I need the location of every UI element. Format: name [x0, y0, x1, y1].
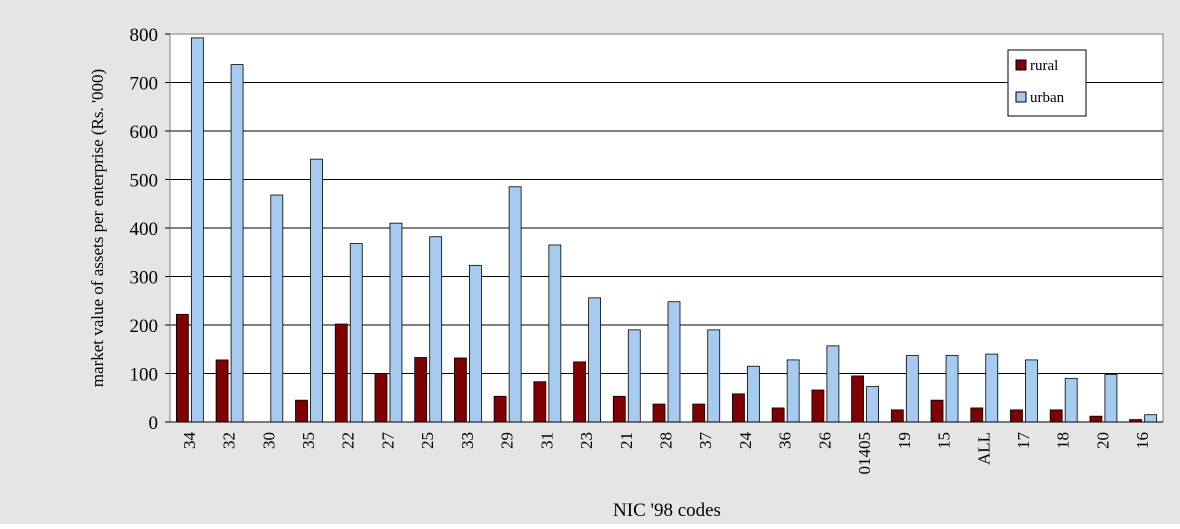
- bar-rural: [970, 407, 984, 423]
- y-axis-label: market value of assets per enterprise (R…: [88, 69, 107, 387]
- bar-rural: [215, 359, 229, 423]
- x-tick-label: 16: [1133, 432, 1152, 449]
- bar-rural: [930, 399, 944, 423]
- y-tick-label: 700: [130, 74, 159, 95]
- x-tick-label: 01405: [855, 432, 874, 475]
- bar-rural: [851, 375, 864, 423]
- y-tick-label: 600: [130, 122, 159, 143]
- bar-urban: [190, 37, 204, 423]
- y-tick-label: 800: [130, 25, 159, 46]
- legend-label-rural: rural: [1030, 58, 1058, 74]
- x-tick-label: 25: [418, 432, 437, 449]
- y-tick-label: 0: [149, 413, 159, 434]
- bar-rural: [692, 403, 706, 423]
- bar-urban: [468, 264, 482, 423]
- y-tick-label: 200: [130, 316, 159, 337]
- bar-rural: [1049, 409, 1063, 423]
- y-tick-label: 400: [130, 219, 159, 240]
- x-tick-label: 37: [696, 432, 715, 450]
- x-tick-label: 24: [736, 432, 755, 450]
- legend: rural urban: [1007, 49, 1087, 117]
- bar-urban: [786, 359, 800, 423]
- x-axis-label: NIC '98 codes: [613, 500, 721, 521]
- bar-urban: [905, 355, 919, 423]
- bar-urban: [1025, 359, 1038, 423]
- x-tick-label: 18: [1054, 432, 1073, 449]
- bar-rural: [573, 361, 586, 423]
- bar-rural: [175, 313, 189, 423]
- x-axis-ticks: 34 32 30 35 22 27 25 33 29 31 23 21 28 37 24 36 26 01405 1…: [180, 432, 1152, 475]
- bar-urban: [627, 329, 641, 423]
- bar-urban: [310, 158, 323, 423]
- x-tick-label: 35: [299, 432, 318, 449]
- x-tick-label: 22: [339, 432, 358, 449]
- bar-urban: [985, 353, 999, 423]
- bar-rural: [652, 403, 666, 423]
- bar-rural: [374, 373, 388, 423]
- bar-rural: [334, 323, 348, 423]
- bar-urban: [667, 301, 681, 423]
- x-tick-label: 30: [259, 432, 278, 449]
- legend-box: [1007, 49, 1087, 117]
- x-tick-label: 26: [815, 432, 834, 449]
- bar-rural: [732, 393, 745, 423]
- bar-urban: [707, 329, 721, 423]
- bar-rural: [533, 381, 547, 423]
- x-tick-label: 29: [498, 432, 517, 449]
- bar-rural: [811, 389, 825, 423]
- bar-urban: [349, 243, 363, 423]
- x-tick-label: ALL: [974, 432, 993, 465]
- x-tick-label: 17: [1014, 432, 1033, 450]
- x-tick-label: 31: [537, 432, 556, 449]
- y-tick-label: 500: [130, 171, 159, 192]
- legend-label-urban: urban: [1030, 90, 1065, 106]
- x-tick-label: 21: [617, 432, 636, 449]
- bar-urban: [389, 222, 403, 423]
- bar-urban: [508, 186, 522, 423]
- bar-urban: [588, 297, 601, 423]
- bar-urban: [1144, 414, 1158, 423]
- bar-urban: [230, 64, 244, 423]
- bar-urban: [548, 244, 562, 423]
- x-tick-label: 19: [895, 432, 914, 449]
- y-axis-ticks: 0 100 200 300 400 500 600 700 800: [130, 25, 170, 434]
- bar-rural: [612, 395, 626, 423]
- x-tick-label: 20: [1093, 432, 1112, 449]
- bar-rural: [1010, 409, 1023, 423]
- x-tick-label: 32: [220, 432, 239, 449]
- bar-urban: [866, 386, 879, 423]
- y-tick-label: 100: [130, 365, 159, 386]
- x-tick-label: 27: [378, 432, 397, 450]
- bar-rural: [414, 357, 428, 423]
- legend-swatch-urban: [1015, 91, 1027, 103]
- bar-urban: [1104, 374, 1118, 423]
- x-tick-label: 28: [657, 432, 676, 449]
- x-tick-label: 33: [458, 432, 477, 449]
- x-tick-label: 34: [180, 432, 199, 450]
- bar-rural: [493, 395, 507, 423]
- legend-swatch-rural: [1015, 59, 1027, 71]
- x-tick-label: 23: [577, 432, 596, 449]
- bar-rural: [890, 409, 904, 423]
- bar-rural: [771, 407, 785, 423]
- x-tick-label: 36: [776, 432, 795, 449]
- bar-rural: [453, 357, 467, 423]
- bar-urban: [945, 355, 959, 423]
- y-tick-label: 300: [130, 268, 159, 289]
- bar-urban: [270, 194, 284, 423]
- bars: [175, 37, 1158, 423]
- bar-urban: [429, 236, 443, 423]
- bar-rural: [1089, 415, 1103, 423]
- bar-urban: [747, 365, 760, 423]
- bar-urban: [1064, 377, 1078, 423]
- bar-rural: [295, 399, 308, 423]
- bar-urban: [826, 345, 840, 423]
- x-tick-label: 15: [935, 432, 954, 449]
